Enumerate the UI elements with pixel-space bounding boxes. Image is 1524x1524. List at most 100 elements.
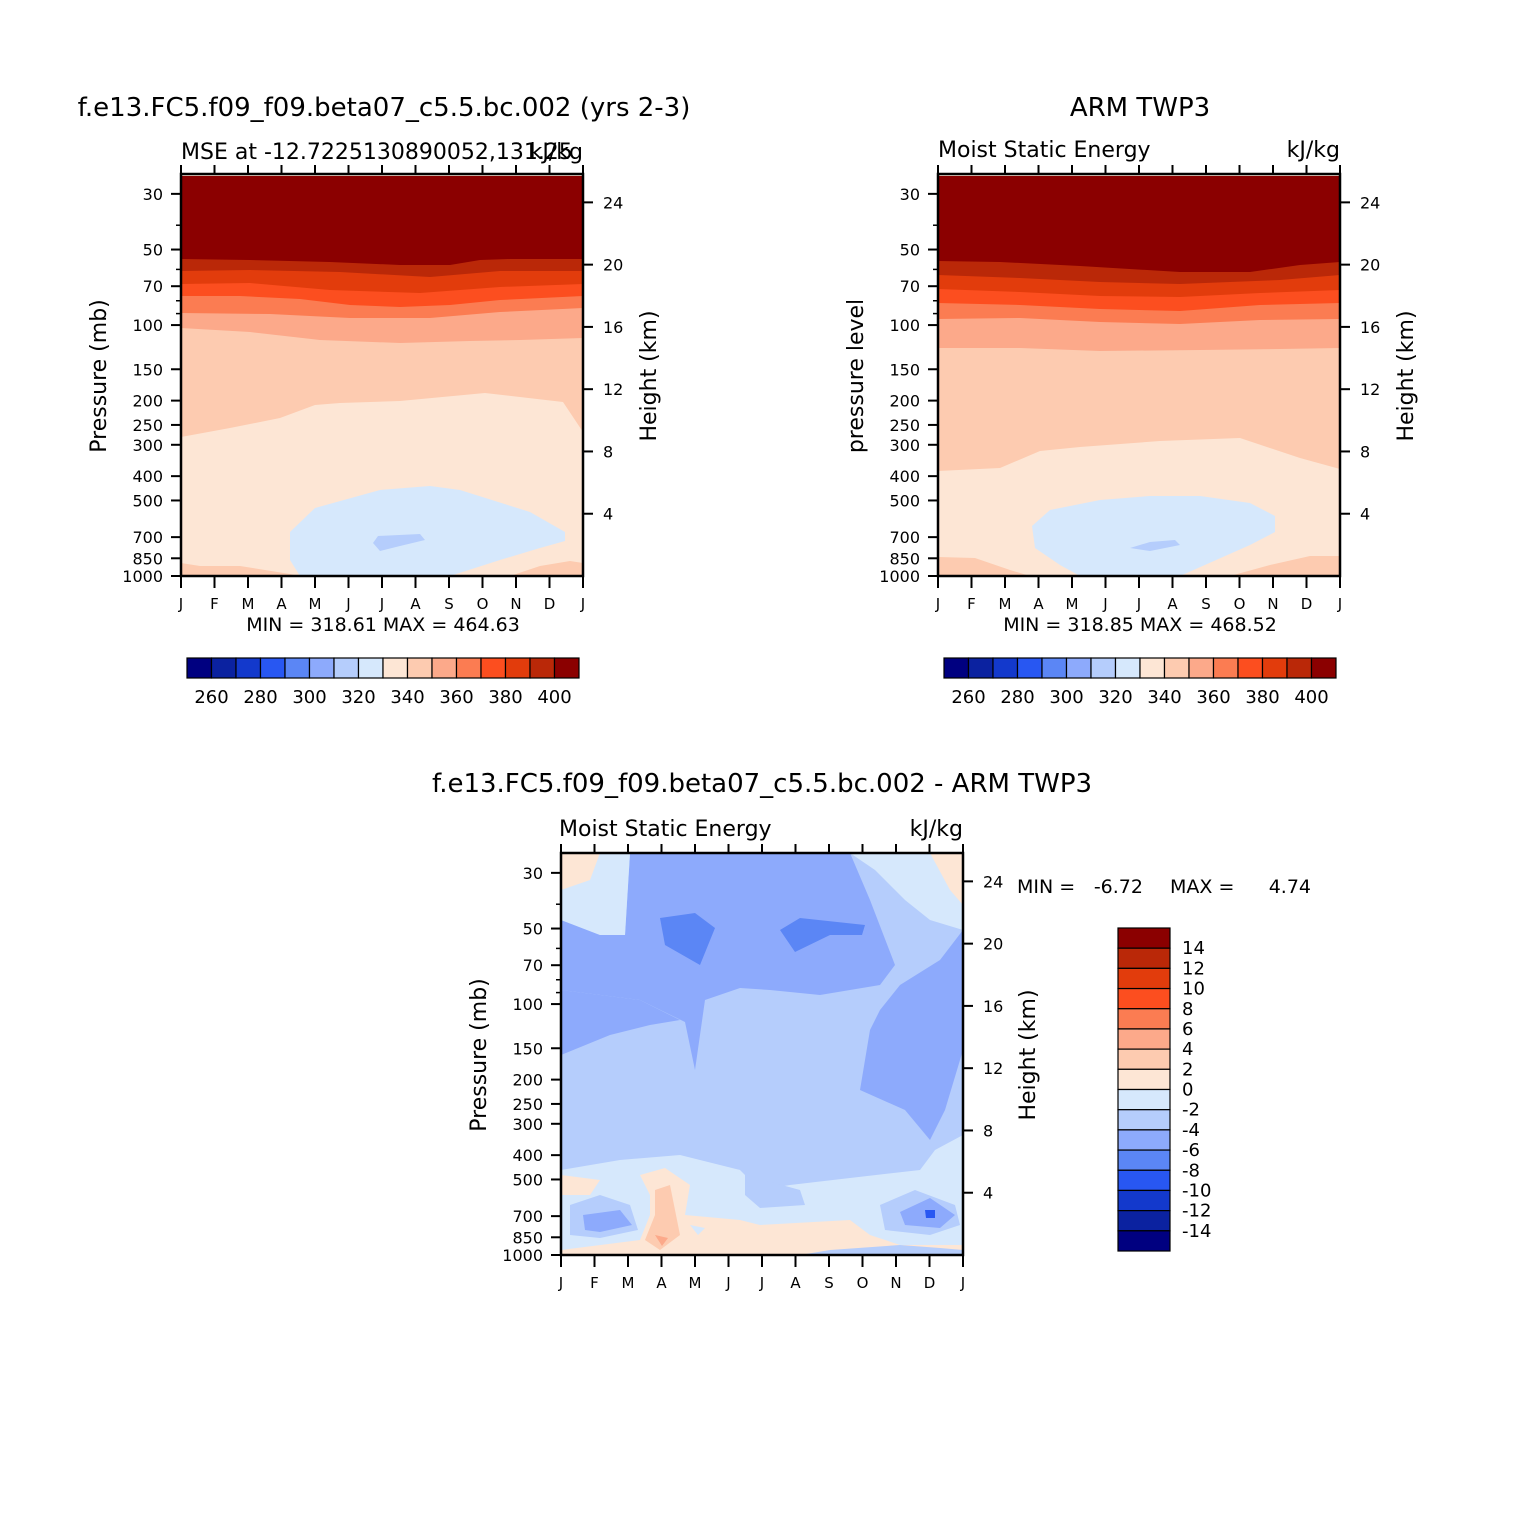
pressure-tick-label: 250 [132,416,163,435]
month-tick-label: F [210,595,219,613]
colorbar-swatch [1016,657,1043,679]
model-panel: f.e13.FC5.f09_f09.beta07_c5.5.bc.002 (yr… [78,93,691,708]
pressure-tick-label: 700 [132,528,163,547]
pressure-tick-label: 850 [889,549,920,568]
pressure-tick-label: 150 [512,1039,543,1058]
difference-max-label: MAX = [1170,876,1234,898]
colorbar-swatch [1041,657,1068,679]
month-tick-label: J [1337,595,1342,613]
pressure-tick-label: 100 [132,316,163,335]
month-tick-label: M [999,595,1012,613]
pressure-tick-label: 30 [523,864,543,883]
colorbar-swatch [406,657,433,679]
colorbar-swatch [529,657,556,679]
pressure-tick-label: 30 [143,185,163,204]
observation-height-axis: 24 20 16 12 8 4 [1340,193,1380,524]
colorbar-label: 8 [1182,999,1193,1020]
colorbar-swatch [1117,1008,1171,1030]
pressure-tick-label: 500 [889,491,920,510]
difference-panel-title: f.e13.FC5.f09_f09.beta07_c5.5.bc.002 - A… [432,769,1092,799]
colorbar-swatch [1261,657,1288,679]
model-panel-title: f.e13.FC5.f09_f09.beta07_c5.5.bc.002 (yr… [78,93,691,123]
colorbar-swatch [235,657,262,679]
observation-mse-contour-field [938,174,1340,576]
pressure-tick-label: 50 [523,920,543,939]
month-tick-label: J [345,595,350,613]
month-tick-label: A [790,1274,801,1292]
pressure-tick-label: 1000 [122,567,163,586]
colorbar-swatch [210,657,237,679]
observation-y2-axis-label: Height (km) [1394,310,1419,441]
colorbar-label: 320 [341,687,375,708]
model-height-axis: 24 20 16 12 8 4 [583,193,623,524]
pressure-tick-label: 70 [900,277,920,296]
pressure-tick-label: 500 [512,1170,543,1189]
colorbar-swatch [1090,657,1117,679]
difference-min-label: MIN = [1017,876,1075,898]
colorbar-swatch [1139,657,1166,679]
difference-height-axis: 24 20 16 12 8 4 [963,872,1003,1203]
month-tick-label: S [1201,595,1211,613]
colorbar-label: 360 [1196,687,1230,708]
height-tick-label: 12 [983,1059,1003,1078]
height-tick-label: 8 [603,442,613,461]
colorbar-swatch [480,657,507,679]
colorbar-label: -8 [1182,1160,1200,1181]
pressure-tick-label: 100 [889,316,920,335]
pressure-tick-label: 400 [889,467,920,486]
difference-panel-subtitle: Moist Static Energy [559,817,772,842]
month-tick-label: D [1301,595,1313,613]
colorbar-label: -2 [1182,1100,1200,1121]
observation-panel-units: kJ/kg [1287,138,1340,163]
colorbar-label: 380 [488,687,522,708]
pressure-tick-label: 500 [132,491,163,510]
colorbar-label: 360 [439,687,473,708]
colorbar-swatch [455,657,482,679]
pressure-tick-label: 30 [900,185,920,204]
month-tick-label: A [1033,595,1044,613]
pressure-tick-label: 850 [132,549,163,568]
pressure-tick-label: 50 [900,241,920,260]
colorbar-swatch [504,657,531,679]
pressure-tick-label: 250 [512,1095,543,1114]
colorbar-swatch [1117,947,1171,969]
height-tick-label: 4 [983,1184,993,1203]
colorbar-swatch [1065,657,1092,679]
colorbar-swatch [943,657,970,679]
month-tick-label: M [689,1274,702,1292]
height-tick-label: 16 [983,997,1003,1016]
pressure-tick-label: 300 [132,436,163,455]
colorbar-swatch [1117,1109,1171,1131]
colorbar-label: 12 [1182,958,1205,979]
pressure-tick-label: 1000 [502,1246,543,1265]
difference-y2-axis-label: Height (km) [1016,989,1041,1120]
pressure-tick-label: 250 [889,416,920,435]
difference-panel: f.e13.FC5.f09_f09.beta07_c5.5.bc.002 - A… [432,769,1311,1292]
colorbar-swatch [1117,1048,1171,1070]
colorbar-label: 400 [1294,687,1328,708]
month-tick-label: J [725,1274,730,1292]
month-tick-label: O [1234,595,1246,613]
observation-colorbar: 260 280 300 320 340 360 380 400 [943,657,1337,708]
month-tick-label: N [1267,595,1278,613]
colorbar-swatch [1117,987,1171,1010]
pressure-tick-label: 70 [143,277,163,296]
model-mse-contour-field [181,174,583,576]
month-tick-label: A [656,1274,667,1292]
colorbar-swatch [1114,657,1141,679]
colorbar-swatch [431,657,458,679]
month-tick-label: M [622,1274,635,1292]
model-min-max-label: MIN = 318.61 MAX = 464.63 [246,614,520,636]
observation-panel-subtitle: Moist Static Energy [938,138,1151,163]
pressure-tick-label: 400 [132,467,163,486]
pressure-tick-label: 300 [889,436,920,455]
colorbar-label: 280 [1000,687,1034,708]
height-tick-label: 4 [603,505,613,524]
colorbar-swatch [1117,1088,1171,1111]
month-tick-label: D [924,1274,936,1292]
month-tick-label: J [960,1274,965,1292]
colorbar-label: 280 [243,687,277,708]
